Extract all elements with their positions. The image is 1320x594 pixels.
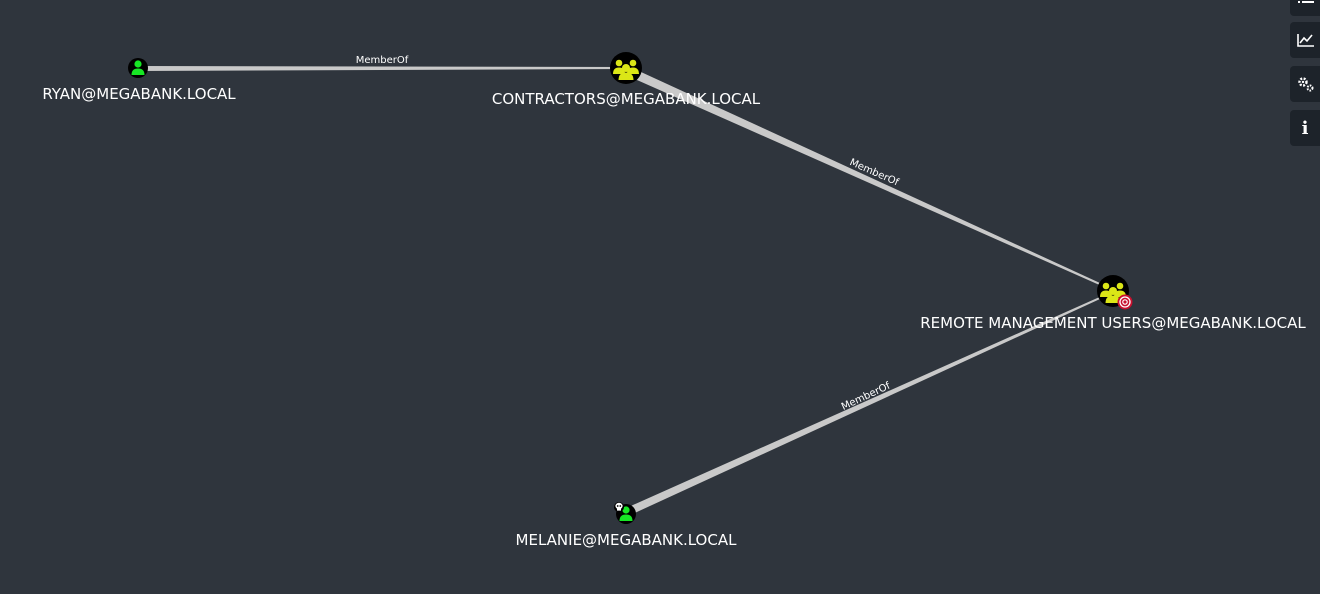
group-icon — [1100, 282, 1126, 303]
node-label: REMOTE MANAGEMENT USERS@MEGABANK.LOCAL — [920, 314, 1306, 332]
line-chart-button[interactable] — [1290, 22, 1320, 58]
user-icon — [619, 506, 633, 521]
target-icon — [1117, 294, 1133, 310]
line-chart-icon — [1297, 34, 1314, 47]
group-icon — [613, 59, 639, 80]
edge-ryan-contractors[interactable]: MemberOf — [138, 55, 626, 71]
list-button[interactable] — [1290, 0, 1320, 16]
node-contractors[interactable]: CONTRACTORS@MEGABANK.LOCAL — [492, 52, 761, 108]
node-remote-management-users[interactable]: REMOTE MANAGEMENT USERS@MEGABANK.LOCAL — [920, 275, 1306, 332]
skull-icon — [614, 502, 624, 512]
list-icon — [1298, 1, 1314, 3]
gears-icon — [1298, 77, 1314, 92]
settings-button[interactable] — [1290, 66, 1320, 102]
node-label: CONTRACTORS@MEGABANK.LOCAL — [492, 90, 761, 108]
node-melanie[interactable]: MELANIE@MEGABANK.LOCAL — [516, 502, 738, 549]
edge-label: MemberOf — [356, 55, 409, 66]
node-ryan[interactable]: RYAN@MEGABANK.LOCAL — [42, 58, 236, 103]
node-label: RYAN@MEGABANK.LOCAL — [42, 85, 236, 103]
node-label: MELANIE@MEGABANK.LOCAL — [516, 531, 738, 549]
info-icon: i — [1301, 117, 1309, 139]
user-icon — [131, 60, 145, 75]
info-button[interactable]: i — [1290, 110, 1320, 146]
